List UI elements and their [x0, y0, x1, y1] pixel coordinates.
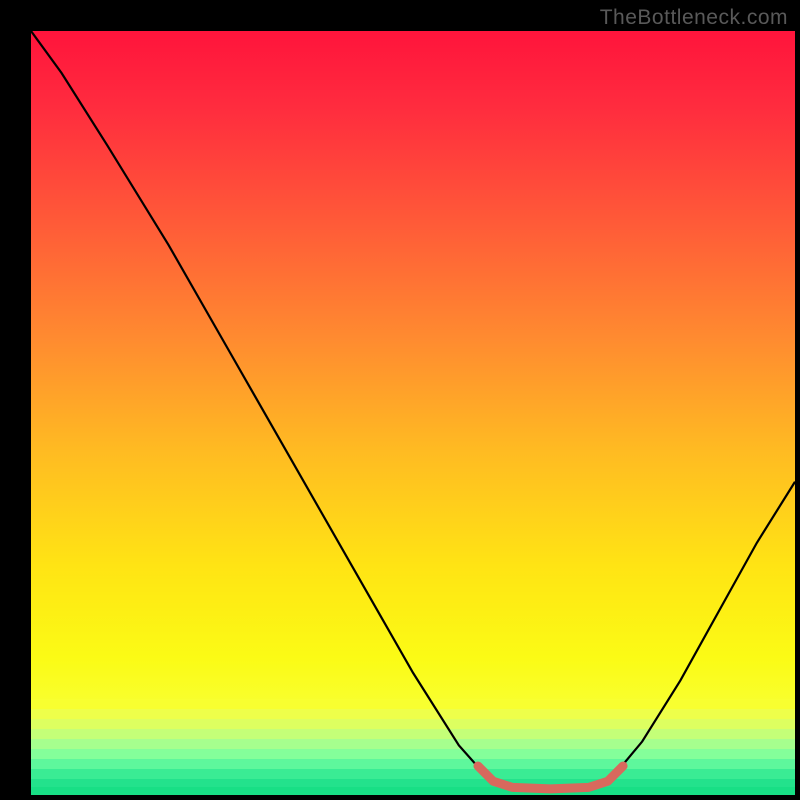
plot-area [31, 31, 795, 795]
plateau-marker [478, 766, 623, 789]
watermark-text: TheBottleneck.com [600, 6, 788, 30]
plateau-svg [31, 31, 795, 795]
chart-container: TheBottleneck.com [0, 0, 800, 800]
